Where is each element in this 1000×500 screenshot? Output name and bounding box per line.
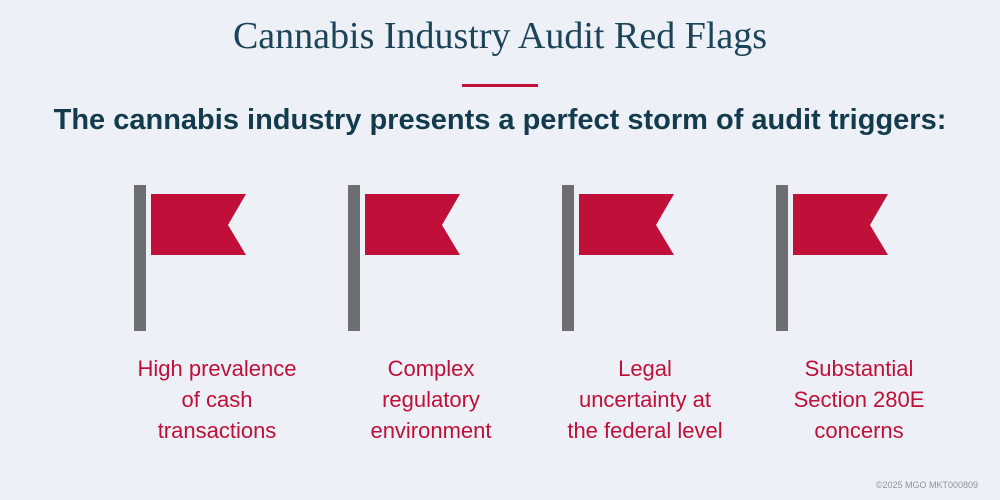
subtitle: The cannabis industry presents a perfect… [53, 104, 947, 136]
label-line: concerns [814, 418, 904, 443]
label-line: the federal level [567, 418, 723, 443]
label-line: High prevalence [137, 356, 297, 381]
label-line: transactions [157, 418, 277, 443]
red-flag-item: Substantial Section 280E concerns [752, 185, 966, 446]
flag-label: Complex regulatory environment [324, 353, 538, 446]
flag-label: Substantial Section 280E concerns [752, 353, 966, 446]
label-line: environment [370, 418, 492, 443]
flag-icon [776, 185, 888, 331]
title: Cannabis Industry Audit Red Flags [232, 15, 768, 57]
label-line: Substantial [804, 356, 914, 381]
label-line: Legal [618, 356, 672, 381]
label-line: regulatory [382, 387, 480, 412]
flag-label: High prevalence of cash transactions [110, 353, 324, 446]
flag-icon [348, 185, 460, 331]
label-line: Complex [387, 356, 475, 381]
red-flag-item: Legal uncertainty at the federal level [538, 185, 752, 446]
divider [462, 84, 538, 87]
label-line: uncertainty at [578, 387, 712, 412]
red-flag-item: High prevalence of cash transactions [110, 185, 324, 446]
flag-icon [562, 185, 674, 331]
red-flag-item: Complex regulatory environment [324, 185, 538, 446]
flag-label: Legal uncertainty at the federal level [538, 353, 752, 446]
label-line: Section 280E [793, 387, 925, 412]
copyright: ©2025 MGO MKT000809 [875, 480, 978, 490]
flag-icon [134, 185, 246, 331]
label-line: of cash [181, 387, 253, 412]
